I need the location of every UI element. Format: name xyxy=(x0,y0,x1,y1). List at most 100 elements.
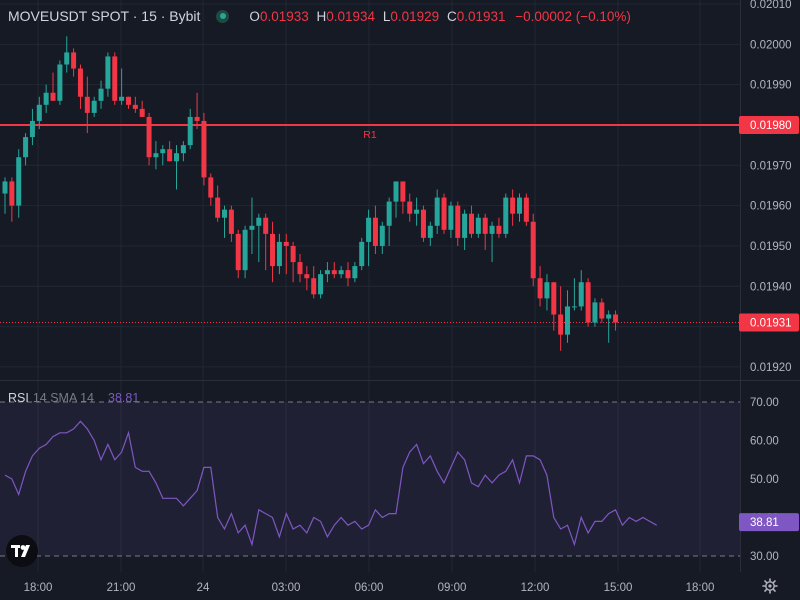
candle xyxy=(132,96,138,113)
candle xyxy=(462,209,468,250)
time-tick-label: 06:00 xyxy=(355,582,384,594)
rsi-name: RSI xyxy=(8,391,29,405)
candle-body xyxy=(23,137,29,158)
candle xyxy=(352,262,358,283)
candle-body xyxy=(324,270,330,275)
rsi-value: 38.81 xyxy=(108,391,140,405)
candle-body xyxy=(77,68,83,97)
candle-body xyxy=(283,241,289,246)
candle xyxy=(77,64,83,109)
time-tick-label: 15:00 xyxy=(604,582,633,594)
time-tick-label: 21:00 xyxy=(107,582,136,594)
candle-body xyxy=(558,314,564,335)
candle xyxy=(530,213,536,287)
candle xyxy=(242,225,248,279)
candle-body xyxy=(71,52,77,69)
candle xyxy=(571,278,577,311)
time-tick-label: 12:00 xyxy=(521,582,550,594)
high-value: 0.01934 xyxy=(326,8,376,24)
candle xyxy=(201,112,207,186)
rsi-band-30-70 xyxy=(0,402,740,556)
candle-body xyxy=(146,116,152,158)
candle xyxy=(153,141,159,170)
candle xyxy=(558,286,564,351)
candle-body xyxy=(98,88,104,101)
rsi-header[interactable]: RSI 14 SMA 14 38.81 xyxy=(8,391,139,405)
candle xyxy=(125,96,131,109)
candle-body xyxy=(482,217,488,234)
candle-body xyxy=(379,225,385,246)
candle xyxy=(64,36,70,73)
candle xyxy=(386,197,392,246)
candle-body xyxy=(352,266,358,279)
resistance-r1-label: R1 xyxy=(363,129,377,141)
price-tick-label: 0.02000 xyxy=(750,39,792,51)
candle xyxy=(400,181,406,214)
candle xyxy=(249,197,255,255)
candle-body xyxy=(304,274,310,279)
candle-body xyxy=(372,217,378,246)
candle-body xyxy=(36,104,42,121)
candle-body xyxy=(201,120,207,178)
candle-body xyxy=(119,96,125,101)
candle-body xyxy=(345,270,351,279)
price-tick-label: 0.01940 xyxy=(750,281,792,293)
candle-body xyxy=(57,64,63,101)
open-label: O xyxy=(249,8,260,24)
candle-body xyxy=(613,314,619,323)
last-price-tag: 0.01931 xyxy=(739,313,799,332)
candle-body xyxy=(441,197,447,230)
candle-body xyxy=(585,282,591,323)
candle xyxy=(174,145,179,190)
candle-body xyxy=(16,157,22,206)
candle-body xyxy=(91,100,97,113)
rsi-tick-label: 60.00 xyxy=(750,436,779,448)
candle xyxy=(324,262,330,283)
candle-body xyxy=(448,205,454,230)
candle-body xyxy=(331,270,337,275)
candle xyxy=(290,241,296,283)
candle-body xyxy=(222,209,228,218)
candle-body xyxy=(400,181,406,202)
candle xyxy=(613,310,619,331)
tradingview-logo-icon[interactable] xyxy=(6,535,38,567)
candle xyxy=(544,274,550,311)
candle xyxy=(448,201,454,238)
candle xyxy=(98,80,104,109)
candle-body xyxy=(489,225,495,234)
time-tick-label: 18:00 xyxy=(24,582,53,594)
candle xyxy=(235,229,241,279)
time-tick-label: 18:00 xyxy=(686,582,715,594)
candle-body xyxy=(249,225,255,230)
candle xyxy=(71,48,77,77)
candle-body xyxy=(420,209,426,238)
candle xyxy=(434,189,440,234)
candle xyxy=(270,221,276,283)
resistance-price-tag-text: 0.01980 xyxy=(750,120,792,132)
close-label: C xyxy=(446,8,457,24)
candle-body xyxy=(578,282,584,307)
candle-body xyxy=(235,233,241,271)
candle xyxy=(489,221,495,263)
candle-body xyxy=(290,245,296,263)
candle-body xyxy=(29,120,35,138)
candle xyxy=(578,270,584,311)
price-tick-label: 0.01960 xyxy=(750,201,792,213)
candles-group xyxy=(2,36,619,351)
candle xyxy=(503,193,509,238)
symbol-title[interactable]: MOVEUSDT SPOT · 15 · Bybit xyxy=(8,8,201,24)
price-tick-label: 0.01990 xyxy=(750,80,792,92)
candle-body xyxy=(139,108,145,117)
candle xyxy=(599,298,605,323)
candle xyxy=(84,76,90,134)
candle-body xyxy=(132,104,138,109)
time-axis[interactable]: 18:00 21:00 24 03:00 06:00 09:00 12:00 15:00 18:… xyxy=(24,582,715,594)
candle-body xyxy=(462,213,468,238)
candle-body xyxy=(2,181,8,194)
settings-gear-icon[interactable] xyxy=(762,578,778,594)
price-tick-label: 0.02010 xyxy=(750,0,792,11)
candle xyxy=(263,213,269,271)
candle-body xyxy=(43,92,49,105)
